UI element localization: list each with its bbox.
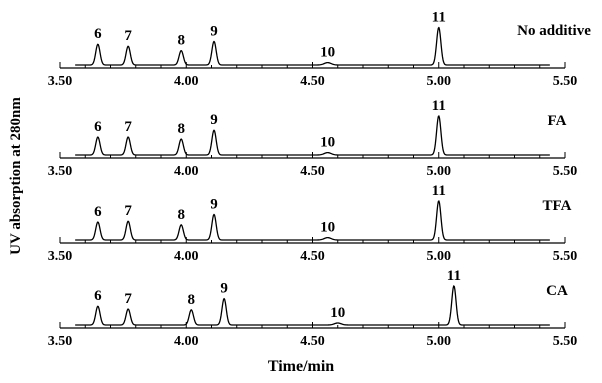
x-tick-label: 5.00 — [427, 74, 452, 89]
x-tick-label: 4.50 — [300, 334, 325, 349]
peak-label: 9 — [210, 112, 218, 128]
x-axis-label: Time/min — [268, 358, 334, 375]
peak-label: 6 — [94, 119, 102, 135]
peak-label: 8 — [177, 207, 185, 223]
x-tick-label: 4.50 — [300, 249, 325, 264]
panel-condition-label: TFA — [543, 198, 572, 214]
x-tick-label: 4.00 — [174, 74, 199, 89]
x-tick-label: 3.50 — [48, 164, 73, 179]
panel-fa: 3.50 4.00 4.50 5.00 5.50 6 7 8 9 10 11 FA — [48, 98, 578, 179]
peak-label: 6 — [94, 26, 102, 42]
chromatogram-trace — [75, 285, 550, 326]
peak-label: 10 — [320, 135, 335, 151]
peak-label: 7 — [124, 119, 132, 135]
chromatogram-trace — [75, 200, 550, 241]
peak-label: 10 — [320, 45, 335, 61]
peak-label: 9 — [220, 281, 228, 297]
x-tick-label: 5.50 — [553, 249, 578, 264]
peak-label: 7 — [124, 203, 132, 219]
x-tick-label: 5.50 — [553, 334, 578, 349]
peak-label: 7 — [124, 291, 132, 307]
x-tick-label: 5.00 — [427, 249, 452, 264]
x-tick-label: 5.50 — [553, 74, 578, 89]
panel-condition-label: FA — [548, 113, 567, 129]
x-tick-label: 3.50 — [48, 334, 73, 349]
panel-ca: 3.50 4.00 4.50 5.00 5.50 6 7 8 9 10 11 CA — [48, 268, 578, 349]
peak-label: 8 — [177, 121, 185, 137]
peak-label: 7 — [124, 28, 132, 44]
peak-label: 11 — [432, 183, 446, 199]
chromatogram-trace — [75, 115, 550, 156]
panel-tfa: 3.50 4.00 4.50 5.00 5.50 6 7 8 9 10 11 TFA — [48, 183, 578, 264]
panel-no-additive: 3.50 4.00 4.50 5.00 5.50 6 7 8 9 10 11 No additive — [48, 9, 591, 89]
y-axis-label: UV absorption at 280nm — [8, 97, 24, 255]
x-tick-label: 4.00 — [174, 334, 199, 349]
x-tick-label: 4.50 — [300, 164, 325, 179]
panel-condition-label: CA — [546, 283, 568, 299]
x-tick-label: 3.50 — [48, 74, 73, 89]
x-tick-label: 4.50 — [300, 74, 325, 89]
peak-label: 9 — [210, 23, 218, 39]
x-tick-label: 4.00 — [174, 164, 199, 179]
x-tick-label: 5.00 — [427, 164, 452, 179]
peak-label: 11 — [432, 9, 446, 25]
x-tick-label: 5.00 — [427, 334, 452, 349]
peak-label: 8 — [188, 292, 196, 308]
x-tick-label: 4.00 — [174, 249, 199, 264]
chromatogram-trace — [75, 26, 550, 66]
peak-label: 8 — [177, 33, 185, 49]
peak-label: 11 — [447, 268, 461, 284]
x-tick-label: 3.50 — [48, 249, 73, 264]
peak-label: 10 — [320, 220, 335, 236]
peak-label: 9 — [210, 196, 218, 212]
peak-label: 6 — [94, 204, 102, 220]
peak-label: 10 — [330, 305, 345, 321]
peak-label: 11 — [432, 98, 446, 114]
x-tick-label: 5.50 — [553, 164, 578, 179]
peak-label: 6 — [94, 288, 102, 304]
panel-condition-label: No additive — [517, 23, 591, 39]
